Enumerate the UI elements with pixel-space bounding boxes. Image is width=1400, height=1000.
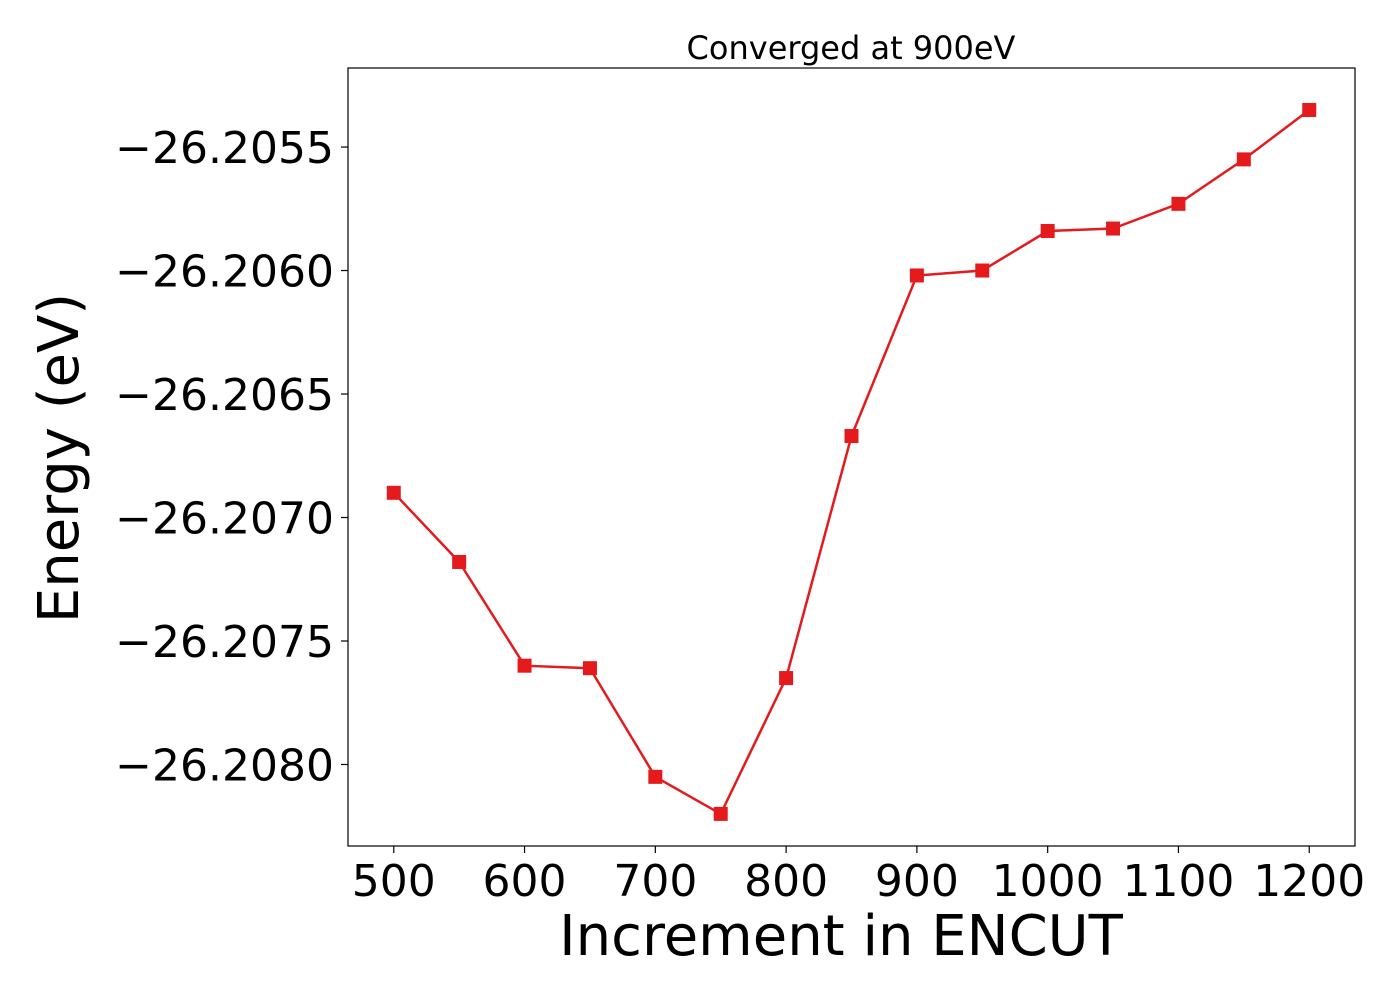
y-axis-label: Energy (eV) <box>27 293 92 623</box>
y-tick-label: −26.2055 <box>115 123 334 174</box>
data-point-marker <box>844 429 859 444</box>
x-tick-label: 900 <box>875 856 959 907</box>
chart-title: Converged at 900eV <box>687 29 1016 67</box>
data-point-marker <box>517 658 532 673</box>
x-tick-label: 1000 <box>992 856 1104 907</box>
data-point-marker <box>582 661 597 676</box>
series-line <box>392 109 1310 816</box>
x-tick-label: 500 <box>352 856 436 907</box>
data-point-marker <box>648 769 663 784</box>
x-tick-label: 1100 <box>1122 856 1234 907</box>
data-point-marker <box>1106 221 1121 236</box>
x-tick-label: 1200 <box>1253 856 1365 907</box>
data-point-marker <box>1236 152 1251 167</box>
data-point-marker <box>779 671 794 686</box>
x-tick-label: 800 <box>744 856 828 907</box>
x-tick-label: 700 <box>613 856 697 907</box>
y-axis: −26.2055 −26.2060 −26.2065 −26.2070 −26.2075… <box>115 123 348 791</box>
axes-frame <box>347 67 1356 847</box>
data-point-marker <box>386 485 401 500</box>
data-point-marker <box>909 268 924 283</box>
data-point-marker <box>975 263 990 278</box>
data-point-marker <box>1302 102 1317 117</box>
data-point-marker <box>1171 196 1186 211</box>
plot-area <box>386 102 1317 821</box>
data-point-marker <box>452 554 467 569</box>
x-axis-label: Increment in ENCUT <box>559 904 1124 969</box>
data-point-marker <box>1040 224 1055 239</box>
y-tick-label: −26.2065 <box>115 370 334 421</box>
data-point-marker <box>713 806 728 821</box>
y-tick-label: −26.2070 <box>115 494 334 545</box>
y-tick-label: −26.2080 <box>115 740 334 791</box>
x-axis: 500 600 700 800 900 1000 1100 1200 <box>352 846 1365 907</box>
y-tick-label: −26.2075 <box>115 617 334 668</box>
x-tick-label: 600 <box>483 856 567 907</box>
y-tick-label: −26.2060 <box>115 247 334 298</box>
